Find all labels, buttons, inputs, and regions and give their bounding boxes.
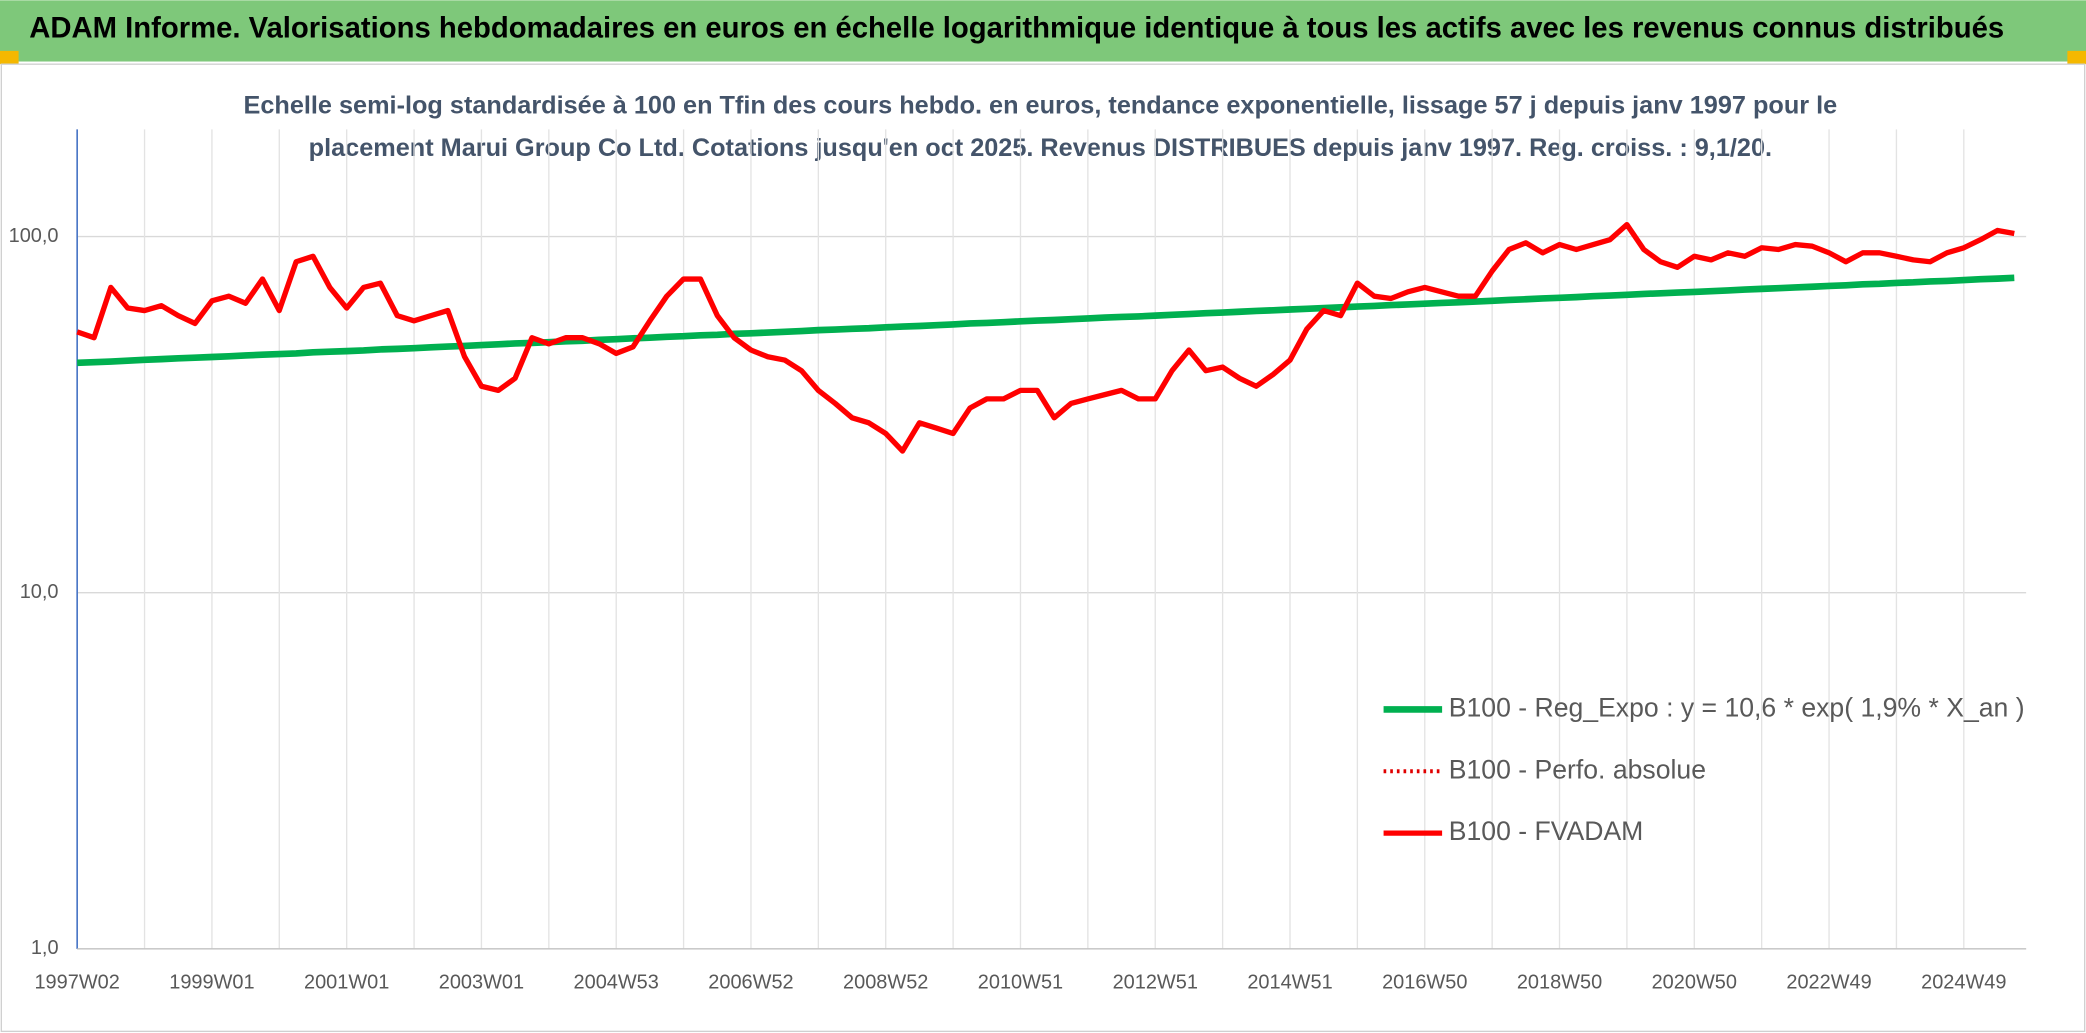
x-tick-label: 2014W51 — [1247, 972, 1332, 994]
x-tick-label: 2016W50 — [1382, 972, 1467, 994]
chart-title: ADAM Informe. Valorisations hebdomadaire… — [29, 12, 2004, 44]
x-tick-label: 2010W51 — [978, 972, 1063, 994]
x-tick-label: 2024W49 — [1921, 972, 2006, 994]
subtitle: Echelle semi-log standardisée à 100 en T… — [243, 91, 1837, 119]
x-tick-label: 2012W51 — [1113, 972, 1198, 994]
legend-label: B100 - Perfo. absolue — [1449, 754, 1706, 784]
series-line — [76, 221, 2015, 454]
x-tick-label: 2006W52 — [708, 972, 793, 994]
header-band — [0, 0, 2086, 62]
series-line — [77, 274, 2015, 367]
x-tick-label: 2018W50 — [1517, 972, 1602, 994]
x-tick-label: 2020W50 — [1652, 972, 1737, 994]
x-tick-label: 1999W01 — [169, 972, 254, 994]
y-tick-label: 100,0 — [9, 225, 59, 247]
corner — [2067, 50, 2086, 65]
x-tick-label: 1997W02 — [34, 972, 119, 994]
legend: B100 - Reg_Expo : y = 10,6 * exp( 1,9% *… — [1383, 692, 2025, 846]
x-tick-label: 2003W01 — [439, 972, 524, 994]
subtitle: placement Marui Group Co Ltd. Cotations … — [309, 134, 1772, 162]
corner — [0, 50, 19, 65]
legend-label: B100 - FVADAM — [1449, 816, 1644, 846]
legend-label: B100 - Reg_Expo : y = 10,6 * exp( 1,9% *… — [1449, 692, 2025, 722]
x-tick-label: 2008W52 — [843, 972, 928, 994]
x-tick-label: 2001W01 — [304, 972, 389, 994]
x-tick-label: 2004W53 — [574, 972, 659, 994]
x-tick-label: 2022W49 — [1786, 972, 1871, 994]
plot — [76, 221, 2015, 454]
grid: 1,0 10,0 100,0 1997W02 1999W01 2001W01 2003W01… — [9, 129, 2027, 994]
y-tick-label: 10,0 — [20, 581, 59, 603]
y-tick-label: 1,0 — [31, 937, 59, 959]
chart-frame — [0, 63, 2086, 1033]
